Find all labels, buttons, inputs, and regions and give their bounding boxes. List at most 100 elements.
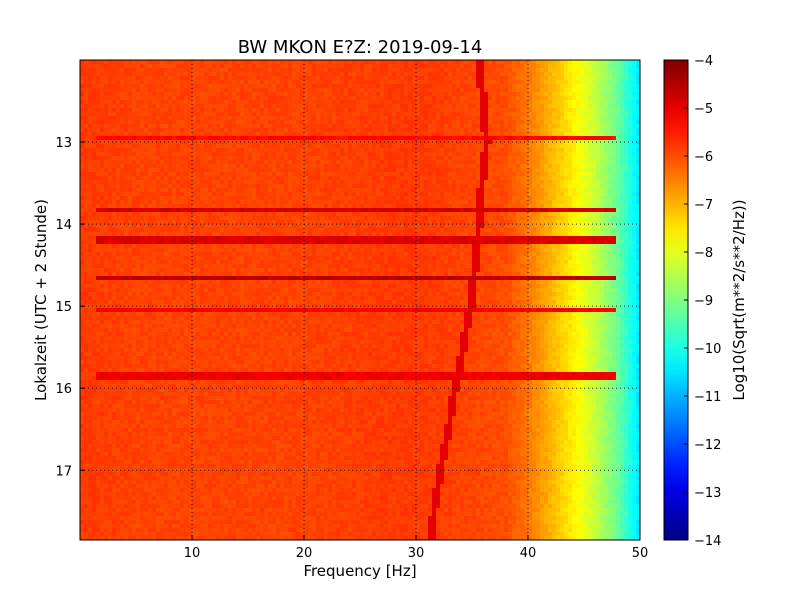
heatmap-cell (376, 68, 381, 73)
heatmap-cell (104, 188, 109, 193)
heatmap-cell (416, 120, 421, 125)
heatmap-cell (592, 92, 597, 97)
heatmap-cell (352, 116, 357, 121)
heatmap-cell (584, 184, 589, 189)
heatmap-cell (92, 64, 97, 69)
heatmap-cell (300, 76, 305, 81)
heatmap-cell (520, 96, 525, 101)
heatmap-cell (388, 76, 393, 81)
heatmap-cell (252, 192, 257, 197)
heatmap-cell (492, 88, 497, 93)
heatmap-cell (504, 188, 509, 193)
heatmap-cell (528, 100, 533, 105)
heatmap-cell (600, 104, 605, 109)
heatmap-cell (240, 72, 245, 77)
heatmap-cell (144, 192, 149, 197)
heatmap-cell (624, 140, 629, 145)
heatmap-cell (264, 120, 269, 125)
heatmap-cell (452, 104, 457, 109)
heatmap-cell (160, 128, 165, 133)
heatmap-cell (156, 136, 161, 141)
heatmap-cell (504, 168, 509, 173)
heatmap-cell (216, 140, 221, 145)
heatmap-cell (540, 148, 545, 153)
heatmap-cell (176, 132, 181, 137)
heatmap-cell (552, 148, 557, 153)
heatmap-cell (132, 72, 137, 77)
heatmap-cell (272, 188, 277, 193)
heatmap-cell (452, 60, 457, 65)
heatmap-cell (168, 132, 173, 137)
heatmap-cell (516, 68, 521, 73)
heatmap-cell (132, 148, 137, 153)
heatmap-cell (92, 68, 97, 73)
heatmap-cell (364, 168, 369, 173)
heatmap-cell (452, 116, 457, 121)
heatmap-cell (596, 168, 601, 173)
heatmap-cell (352, 168, 357, 173)
heatmap-cell (420, 88, 425, 93)
heatmap-cell (356, 68, 361, 73)
heatmap-cell (308, 148, 313, 153)
heatmap-cell (84, 88, 89, 93)
heatmap-cell (572, 68, 577, 73)
heatmap-cell (236, 172, 241, 177)
heatmap-cell (324, 88, 329, 93)
heatmap-cell (464, 104, 469, 109)
heatmap-cell (620, 88, 625, 93)
heatmap-cell (272, 72, 277, 77)
heatmap-cell (504, 112, 509, 117)
heatmap-cell (244, 100, 249, 105)
heatmap-cell (436, 176, 441, 181)
heatmap-cell (136, 100, 141, 105)
heatmap-cell (428, 128, 433, 133)
heatmap-cell (484, 160, 489, 165)
heatmap-cell (228, 184, 233, 189)
heatmap-cell (144, 76, 149, 81)
heatmap-cell (504, 68, 509, 73)
heatmap-cell (576, 60, 581, 65)
heatmap-cell (208, 168, 213, 173)
heatmap-cell (144, 104, 149, 109)
heatmap-cell (292, 192, 297, 197)
heatmap-cell (604, 144, 609, 149)
heatmap-cell (292, 100, 297, 105)
heatmap-cell (396, 152, 401, 157)
heatmap-cell (428, 96, 433, 101)
heatmap-cell (536, 112, 541, 117)
heatmap-cell (484, 136, 489, 141)
heatmap-cell (164, 60, 169, 65)
heatmap-cell (296, 192, 301, 197)
heatmap-cell (428, 148, 433, 153)
heatmap-cell (96, 68, 101, 73)
heatmap-cell (320, 60, 325, 65)
heatmap-cell (344, 172, 349, 177)
heatmap-cell (304, 200, 309, 205)
heatmap-cell (432, 156, 437, 161)
heatmap-cell (380, 100, 385, 105)
heatmap-cell (156, 84, 161, 89)
heatmap-cell (564, 96, 569, 101)
heatmap-cell (628, 104, 633, 109)
heatmap-cell (512, 196, 517, 201)
heatmap-cell (496, 140, 501, 145)
heatmap-cell (212, 180, 217, 185)
heatmap-cell (140, 160, 145, 165)
heatmap-cell (108, 148, 113, 153)
heatmap-cell (108, 172, 113, 177)
heatmap-cell (632, 100, 637, 105)
heatmap-cell (572, 120, 577, 125)
heatmap-cell (516, 108, 521, 113)
heatmap-cell (228, 68, 233, 73)
heatmap-cell (232, 160, 237, 165)
heatmap-cell (460, 180, 465, 185)
heatmap-cell (188, 96, 193, 101)
heatmap-cell (388, 152, 393, 157)
heatmap-cell (628, 128, 633, 133)
heatmap-cell (624, 88, 629, 93)
heatmap-cell (96, 196, 101, 201)
heatmap-cell (384, 112, 389, 117)
heatmap-cell (508, 148, 513, 153)
heatmap-cell (428, 92, 433, 97)
heatmap-cell (300, 84, 305, 89)
